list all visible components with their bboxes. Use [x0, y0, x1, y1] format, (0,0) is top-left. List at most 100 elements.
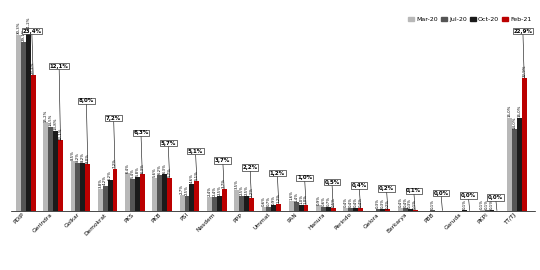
- Bar: [76, 163, 80, 211]
- Bar: [48, 127, 53, 211]
- Text: 2,5%: 2,5%: [217, 185, 221, 195]
- Text: 16,0%: 16,0%: [517, 104, 521, 117]
- Text: 2,7%: 2,7%: [180, 184, 184, 194]
- Text: 29,1%: 29,1%: [22, 29, 25, 41]
- Bar: [112, 169, 118, 211]
- Text: 31,2%: 31,2%: [26, 16, 30, 29]
- Bar: [353, 208, 358, 211]
- Bar: [512, 129, 517, 211]
- Bar: [331, 208, 336, 211]
- Bar: [507, 118, 512, 211]
- Text: 0,3%: 0,3%: [408, 198, 412, 208]
- Text: 0,0%: 0,0%: [434, 191, 449, 211]
- Bar: [190, 184, 194, 211]
- Bar: [462, 210, 467, 211]
- Bar: [16, 35, 21, 211]
- Bar: [294, 202, 299, 211]
- Text: 22,9%: 22,9%: [514, 29, 532, 78]
- Text: 14,5%: 14,5%: [49, 113, 52, 126]
- Bar: [358, 208, 363, 211]
- Bar: [58, 140, 63, 211]
- Bar: [21, 42, 26, 211]
- Bar: [43, 123, 48, 211]
- Bar: [135, 177, 140, 211]
- Text: 0,1%: 0,1%: [406, 188, 421, 210]
- Text: 2,5%: 2,5%: [245, 185, 248, 195]
- Text: 4,2%: 4,2%: [103, 176, 107, 185]
- Bar: [408, 209, 413, 211]
- Text: 2,4%: 2,4%: [212, 186, 217, 196]
- Text: 0,9%: 0,9%: [272, 194, 276, 204]
- Text: 5,1%: 5,1%: [188, 149, 203, 181]
- Bar: [157, 175, 162, 211]
- Bar: [289, 201, 294, 211]
- Bar: [271, 205, 276, 211]
- Text: 0,4%: 0,4%: [399, 197, 402, 207]
- Text: 0,3%: 0,3%: [376, 198, 380, 208]
- Text: 6,2%: 6,2%: [158, 164, 162, 174]
- Bar: [490, 210, 495, 211]
- Text: 0,5%: 0,5%: [331, 197, 335, 207]
- Bar: [430, 210, 435, 211]
- Bar: [403, 208, 408, 211]
- Text: 0,4%: 0,4%: [349, 197, 353, 207]
- Bar: [517, 118, 522, 211]
- Bar: [212, 197, 217, 211]
- Text: 12,1%: 12,1%: [50, 63, 69, 140]
- Bar: [194, 181, 199, 211]
- Bar: [266, 207, 271, 211]
- Text: 22,9%: 22,9%: [522, 65, 526, 77]
- Text: 0,4%: 0,4%: [344, 197, 348, 207]
- Bar: [261, 207, 266, 211]
- Text: 3,7%: 3,7%: [215, 158, 231, 189]
- Text: 3,8%: 3,8%: [98, 178, 102, 188]
- Text: 6,3%: 6,3%: [140, 163, 144, 173]
- Text: 6,4%: 6,4%: [126, 163, 130, 173]
- Text: 5,1%: 5,1%: [195, 170, 199, 180]
- Text: 0,4%: 0,4%: [352, 183, 367, 208]
- Text: 0,4%: 0,4%: [359, 197, 362, 207]
- Text: 1,2%: 1,2%: [276, 193, 281, 203]
- Text: 5,7%: 5,7%: [167, 167, 172, 177]
- Text: 5,4%: 5,4%: [131, 168, 134, 178]
- Text: 0,9%: 0,9%: [316, 194, 321, 204]
- Text: 6,3%: 6,3%: [163, 163, 167, 173]
- Bar: [326, 207, 331, 211]
- Bar: [140, 174, 145, 211]
- Text: 2,2%: 2,2%: [242, 165, 258, 198]
- Text: 5,8%: 5,8%: [136, 166, 139, 176]
- Text: 1,0%: 1,0%: [299, 194, 303, 204]
- Text: 0,7%: 0,7%: [267, 196, 271, 206]
- Text: 15,2%: 15,2%: [44, 109, 48, 122]
- Text: 8,0%: 8,0%: [79, 98, 94, 164]
- Bar: [207, 197, 212, 211]
- Text: 1,6%: 1,6%: [289, 191, 293, 200]
- Bar: [398, 208, 403, 211]
- Text: 2,5%: 2,5%: [240, 185, 244, 195]
- Text: 6,3%: 6,3%: [133, 130, 148, 174]
- Text: 0,1%: 0,1%: [480, 199, 484, 209]
- Text: 0,6%: 0,6%: [262, 196, 266, 206]
- Bar: [234, 190, 239, 211]
- Bar: [107, 180, 112, 211]
- Legend: Mar-20, Jul-20, Oct-20, Feb-21: Mar-20, Jul-20, Oct-20, Feb-21: [408, 17, 531, 22]
- Text: 0,3%: 0,3%: [381, 198, 385, 208]
- Bar: [303, 205, 308, 211]
- Bar: [185, 196, 190, 211]
- Text: 23,4%: 23,4%: [31, 62, 35, 74]
- Text: 8,0%: 8,0%: [86, 153, 90, 163]
- Bar: [249, 198, 254, 211]
- Bar: [276, 204, 281, 211]
- Bar: [80, 163, 85, 211]
- Text: 5,2%: 5,2%: [108, 170, 112, 180]
- Bar: [239, 196, 244, 211]
- Bar: [244, 196, 249, 211]
- Bar: [386, 210, 390, 211]
- Text: 0,4%: 0,4%: [354, 197, 357, 207]
- Text: 30,3%: 30,3%: [16, 22, 21, 34]
- Text: 7,2%: 7,2%: [113, 158, 117, 168]
- Bar: [26, 30, 31, 211]
- Text: 16,0%: 16,0%: [508, 104, 511, 117]
- Bar: [53, 131, 58, 211]
- Text: 0,1%: 0,1%: [485, 199, 489, 209]
